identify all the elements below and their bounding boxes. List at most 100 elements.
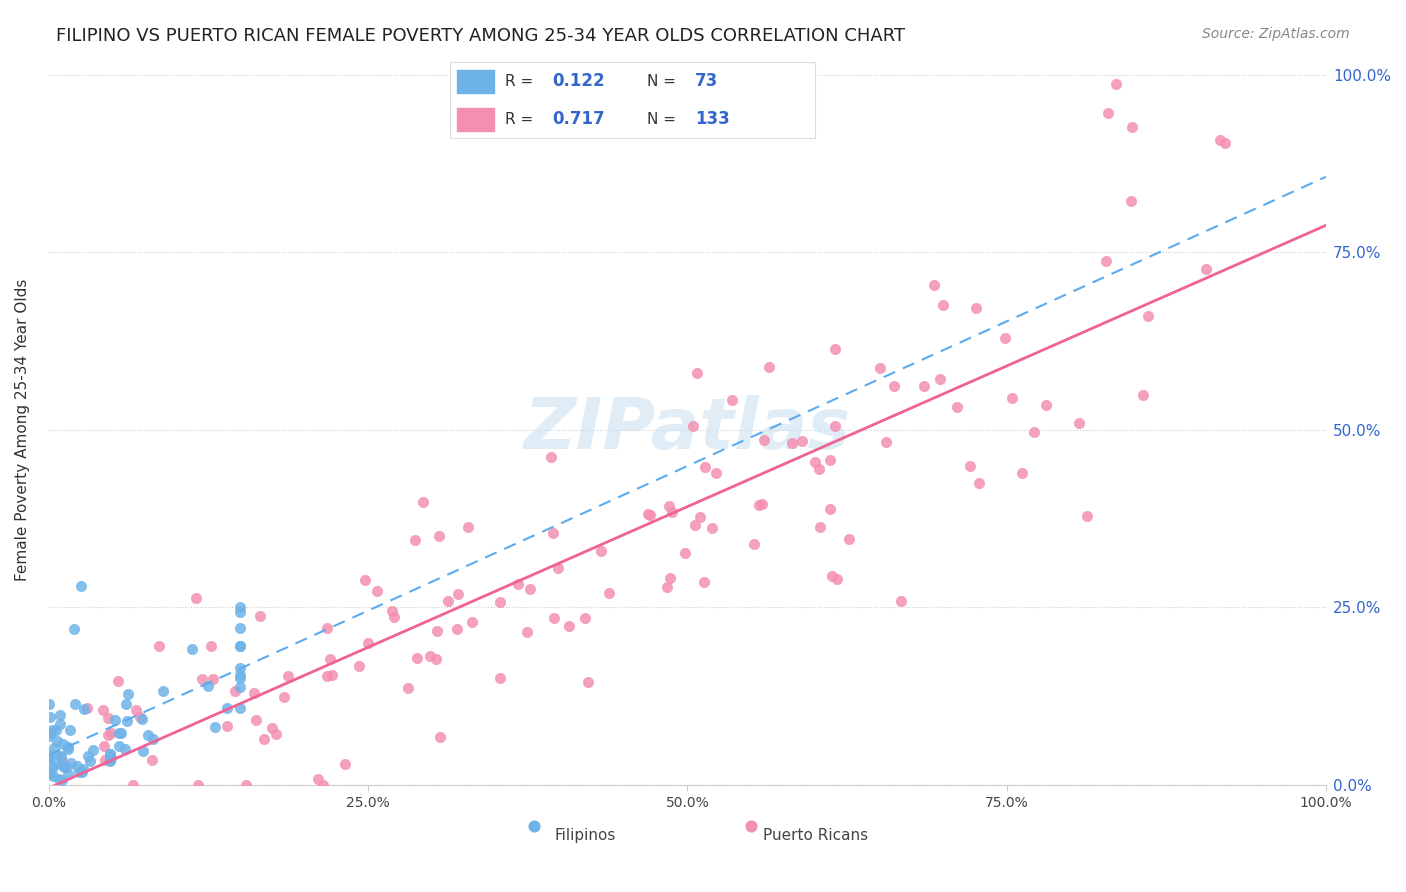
Point — [354, 573, 377, 587]
Point — [316, 668, 339, 682]
Point — [52, 737, 75, 751]
Point — [187, 778, 209, 792]
Point — [740, 819, 762, 833]
Point — [427, 529, 450, 543]
Text: R =: R = — [505, 74, 538, 89]
Point — [366, 583, 388, 598]
Point — [1067, 417, 1090, 431]
Point — [576, 675, 599, 690]
Point — [356, 636, 378, 650]
Point — [437, 594, 460, 608]
Point — [932, 298, 955, 312]
Point — [67, 764, 90, 779]
Point — [748, 498, 770, 512]
Point — [519, 582, 541, 596]
Point — [38, 730, 60, 744]
Point — [543, 526, 565, 541]
Point — [506, 577, 529, 591]
Point — [396, 681, 419, 695]
Point — [229, 621, 252, 635]
Point — [79, 754, 101, 768]
Point — [42, 759, 65, 773]
Point — [121, 778, 143, 792]
Point — [682, 418, 704, 433]
Point — [56, 742, 79, 756]
Point — [132, 744, 155, 758]
Text: Puerto Ricans: Puerto Ricans — [762, 828, 868, 843]
Point — [457, 520, 479, 534]
Y-axis label: Female Poverty Among 25-34 Year Olds: Female Poverty Among 25-34 Year Olds — [15, 278, 30, 581]
Point — [72, 702, 94, 716]
Point — [1105, 77, 1128, 91]
Point — [965, 301, 987, 316]
Point — [49, 750, 72, 764]
Point — [686, 366, 709, 380]
Point — [217, 719, 239, 733]
Point — [446, 622, 468, 636]
Point — [69, 579, 91, 593]
Point — [347, 659, 370, 673]
Point — [108, 739, 131, 753]
Point — [1035, 397, 1057, 411]
Point — [489, 671, 512, 685]
Point — [125, 702, 148, 716]
Point — [51, 773, 73, 788]
Text: ZIPatlas: ZIPatlas — [523, 395, 851, 465]
Point — [76, 700, 98, 714]
Point — [824, 418, 846, 433]
Point — [138, 728, 160, 742]
Point — [200, 639, 222, 653]
Point — [946, 400, 969, 414]
Point — [657, 580, 679, 594]
Point — [758, 359, 780, 374]
Point — [818, 502, 841, 516]
Point — [994, 331, 1017, 345]
Text: R =: R = — [505, 112, 538, 127]
Point — [148, 640, 170, 654]
Point — [98, 754, 121, 768]
Point — [1076, 508, 1098, 523]
Point — [316, 621, 339, 635]
Point — [461, 615, 484, 630]
Point — [321, 668, 343, 682]
Point — [821, 568, 844, 582]
Point — [1095, 253, 1118, 268]
Point — [100, 747, 122, 761]
Bar — [457, 70, 494, 93]
Point — [229, 671, 252, 685]
Point — [107, 674, 129, 689]
Point — [558, 619, 581, 633]
Point — [100, 726, 122, 740]
Point — [782, 435, 804, 450]
Point — [523, 819, 546, 833]
Point — [412, 495, 434, 509]
Point — [875, 434, 897, 449]
Point — [404, 533, 426, 547]
Point — [42, 741, 65, 756]
Point — [181, 642, 204, 657]
Point — [1001, 391, 1024, 405]
Point — [312, 778, 335, 792]
Point — [48, 708, 70, 723]
Point — [53, 760, 76, 774]
Point — [683, 518, 706, 533]
Point — [419, 648, 441, 663]
Point — [1011, 466, 1033, 480]
Point — [307, 772, 329, 787]
Point — [229, 680, 252, 694]
Point — [825, 572, 848, 586]
Point — [110, 726, 132, 740]
Point — [277, 669, 299, 683]
Point — [52, 755, 75, 769]
Point — [201, 672, 224, 686]
Point — [1119, 194, 1142, 209]
Point — [751, 497, 773, 511]
Point — [658, 500, 681, 514]
Point — [108, 726, 131, 740]
Point — [41, 723, 63, 737]
Point — [543, 611, 565, 625]
Bar — [457, 108, 494, 130]
Point — [516, 625, 538, 640]
Point — [39, 726, 62, 740]
Point — [229, 700, 252, 714]
